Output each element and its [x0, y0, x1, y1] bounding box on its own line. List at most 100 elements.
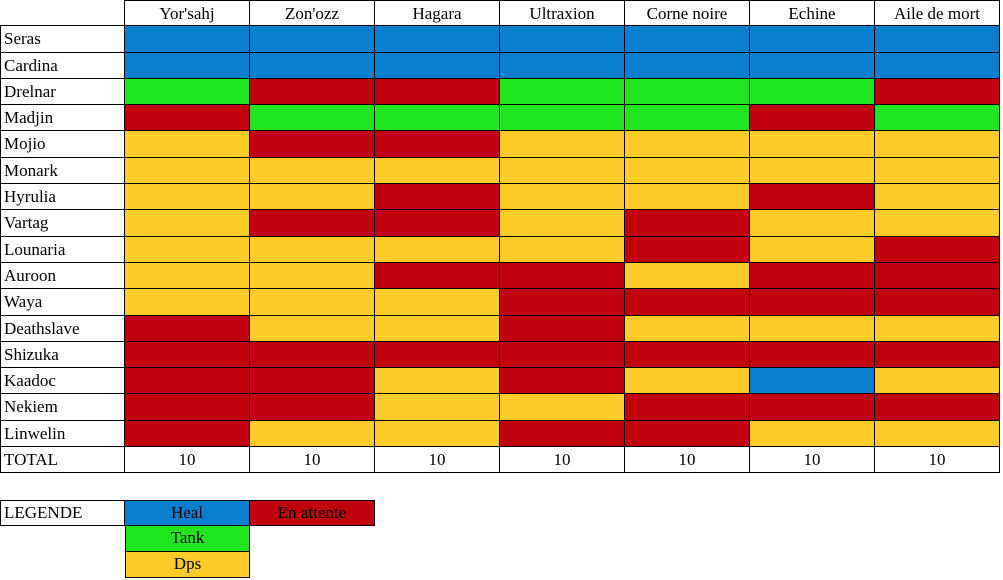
player-name: Cardina: [0, 52, 125, 79]
role-cell-dps: [625, 157, 750, 185]
role-cell-wait: [500, 315, 625, 342]
role-cell-wait: [500, 341, 625, 369]
role-cell-wait: [500, 262, 625, 290]
role-cell-wait: [375, 210, 500, 237]
role-cell-dps: [500, 394, 625, 421]
total-value: 10: [125, 447, 250, 474]
player-name: Monark: [0, 157, 125, 185]
total-value: 10: [750, 447, 875, 474]
role-cell-wait: [500, 420, 625, 448]
role-cell-dps: [250, 315, 375, 342]
role-cell-dps: [750, 157, 875, 185]
column-header-boss: Yor'sahj: [125, 0, 250, 27]
player-name: Drelnar: [0, 78, 125, 106]
role-cell-heal: [750, 26, 875, 53]
role-cell-tank: [500, 78, 625, 106]
role-cell-heal: [625, 26, 750, 53]
role-cell-wait: [125, 315, 250, 342]
role-cell-wait: [625, 236, 750, 263]
role-cell-wait: [875, 236, 1000, 263]
role-cell-heal: [375, 26, 500, 53]
role-cell-wait: [750, 105, 875, 132]
player-name: Waya: [0, 289, 125, 316]
role-cell-wait: [125, 105, 250, 132]
role-cell-dps: [375, 368, 500, 395]
role-cell-wait: [375, 262, 500, 290]
role-cell-dps: [125, 131, 250, 158]
role-cell-dps: [750, 420, 875, 448]
role-cell-wait: [250, 78, 375, 106]
role-cell-wait: [375, 131, 500, 158]
role-cell-heal: [500, 26, 625, 53]
role-cell-wait: [875, 78, 1000, 106]
role-cell-heal: [125, 52, 250, 79]
player-name: Shizuka: [0, 341, 125, 369]
role-cell-dps: [125, 236, 250, 263]
role-cell-wait: [250, 368, 375, 395]
legend-spacer: [0, 526, 125, 552]
legend-wait: En attente: [250, 500, 375, 526]
role-cell-dps: [500, 184, 625, 211]
role-cell-wait: [875, 289, 1000, 316]
role-cell-heal: [750, 368, 875, 395]
role-cell-tank: [875, 105, 1000, 132]
role-cell-dps: [125, 210, 250, 237]
legend-table: LEGENDE Heal En attente Tank Dps: [0, 500, 375, 578]
column-header-boss: Aile de mort: [875, 0, 1000, 27]
role-cell-dps: [375, 315, 500, 342]
role-cell-dps: [875, 368, 1000, 395]
role-cell-wait: [750, 262, 875, 290]
legend-spacer: [250, 526, 375, 552]
role-cell-wait: [625, 210, 750, 237]
role-cell-dps: [875, 210, 1000, 237]
role-cell-tank: [500, 105, 625, 132]
role-cell-dps: [375, 394, 500, 421]
legend-spacer: [250, 552, 375, 578]
role-cell-dps: [750, 131, 875, 158]
player-name: Deathslave: [0, 315, 125, 342]
player-name: Mojio: [0, 131, 125, 158]
role-cell-wait: [125, 420, 250, 448]
role-cell-dps: [500, 210, 625, 237]
column-header-boss: Hagara: [375, 0, 500, 27]
role-cell-wait: [250, 210, 375, 237]
role-cell-dps: [875, 131, 1000, 158]
player-name: Auroon: [0, 262, 125, 290]
player-name: Hyrulia: [0, 184, 125, 211]
role-cell-wait: [625, 289, 750, 316]
role-cell-heal: [250, 52, 375, 79]
total-label: TOTAL: [0, 447, 125, 474]
role-cell-dps: [250, 236, 375, 263]
role-cell-dps: [875, 157, 1000, 185]
total-value: 10: [250, 447, 375, 474]
role-cell-dps: [375, 420, 500, 448]
role-cell-wait: [250, 341, 375, 369]
player-name: Vartag: [0, 210, 125, 237]
column-header-boss: Corne noire: [625, 0, 750, 27]
role-cell-wait: [750, 289, 875, 316]
role-cell-wait: [750, 184, 875, 211]
role-cell-dps: [875, 184, 1000, 211]
role-cell-dps: [500, 236, 625, 263]
legend-dps: Dps: [125, 552, 250, 578]
role-cell-heal: [875, 52, 1000, 79]
role-cell-wait: [875, 262, 1000, 290]
role-cell-dps: [625, 262, 750, 290]
total-value: 10: [500, 447, 625, 474]
player-name: Lounaria: [0, 236, 125, 263]
role-cell-dps: [375, 289, 500, 316]
role-cell-wait: [250, 394, 375, 421]
total-value: 10: [875, 447, 1000, 474]
legend-title: LEGENDE: [0, 500, 125, 526]
raid-roster-table: Yor'sahj Zon'ozz Hagara Ultraxion Corne noir…: [0, 0, 1000, 474]
role-cell-tank: [625, 78, 750, 106]
role-cell-wait: [500, 289, 625, 316]
role-cell-wait: [500, 368, 625, 395]
role-cell-tank: [250, 105, 375, 132]
role-cell-heal: [500, 52, 625, 79]
role-cell-dps: [625, 184, 750, 211]
role-cell-wait: [125, 394, 250, 421]
role-cell-dps: [125, 262, 250, 290]
player-name: Nekiem: [0, 394, 125, 421]
role-cell-heal: [875, 26, 1000, 53]
